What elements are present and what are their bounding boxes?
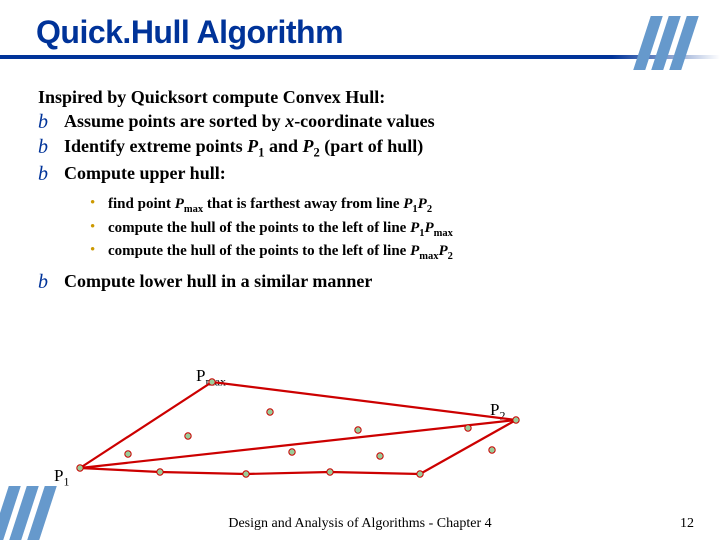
sub-bullet-icon: •: [90, 241, 108, 261]
slide: Quick.Hull Algorithm Inspired by Quickso…: [0, 0, 720, 540]
bullet-icon: b: [38, 110, 64, 134]
hull-diagram: [60, 372, 600, 492]
bullet-text: Identify extreme points P1 and P2 (part …: [64, 135, 423, 161]
bullet-4: b Compute lower hull in a similar manner: [38, 270, 682, 294]
sub-bullet-icon: •: [90, 194, 108, 214]
logo-top-right: [638, 16, 692, 70]
sub-bullet-list: • find point Pmax that is farthest away …: [90, 194, 682, 264]
bullet-text: Compute lower hull in a similar manner: [64, 270, 372, 293]
footer-text: Design and Analysis of Algorithms - Chap…: [0, 516, 720, 532]
sub-bullet-text: compute the hull of the points to the le…: [108, 241, 453, 264]
bullet-text: Compute upper hull:: [64, 162, 226, 185]
body-content: Inspired by Quicksort compute Convex Hul…: [0, 55, 720, 294]
sub-bullet-2: • compute the hull of the points to the …: [90, 218, 682, 241]
slide-title: Quick.Hull Algorithm: [36, 14, 720, 51]
sub-bullet-3: • compute the hull of the points to the …: [90, 241, 682, 264]
bullet-icon: b: [38, 270, 64, 294]
bullet-text: Assume points are sorted by x-coordinate…: [64, 110, 435, 133]
bullet-3: b Compute upper hull:: [38, 162, 682, 186]
title-bar: Quick.Hull Algorithm: [0, 0, 720, 55]
bullet-icon: b: [38, 135, 64, 159]
hull-svg: [60, 372, 600, 492]
bullet-1: b Assume points are sorted by x-coordina…: [38, 110, 682, 134]
sub-bullet-text: compute the hull of the points to the le…: [108, 218, 453, 241]
bullet-2: b Identify extreme points P1 and P2 (par…: [38, 135, 682, 161]
sub-bullet-1: • find point Pmax that is farthest away …: [90, 194, 682, 217]
title-underline: [0, 55, 720, 59]
intro-text: Inspired by Quicksort compute Convex Hul…: [38, 87, 682, 108]
logo-bottom-left: [0, 486, 54, 540]
sub-bullet-text: find point Pmax that is farthest away fr…: [108, 194, 432, 217]
page-number: 12: [680, 516, 694, 532]
bullet-icon: b: [38, 162, 64, 186]
sub-bullet-icon: •: [90, 218, 108, 238]
